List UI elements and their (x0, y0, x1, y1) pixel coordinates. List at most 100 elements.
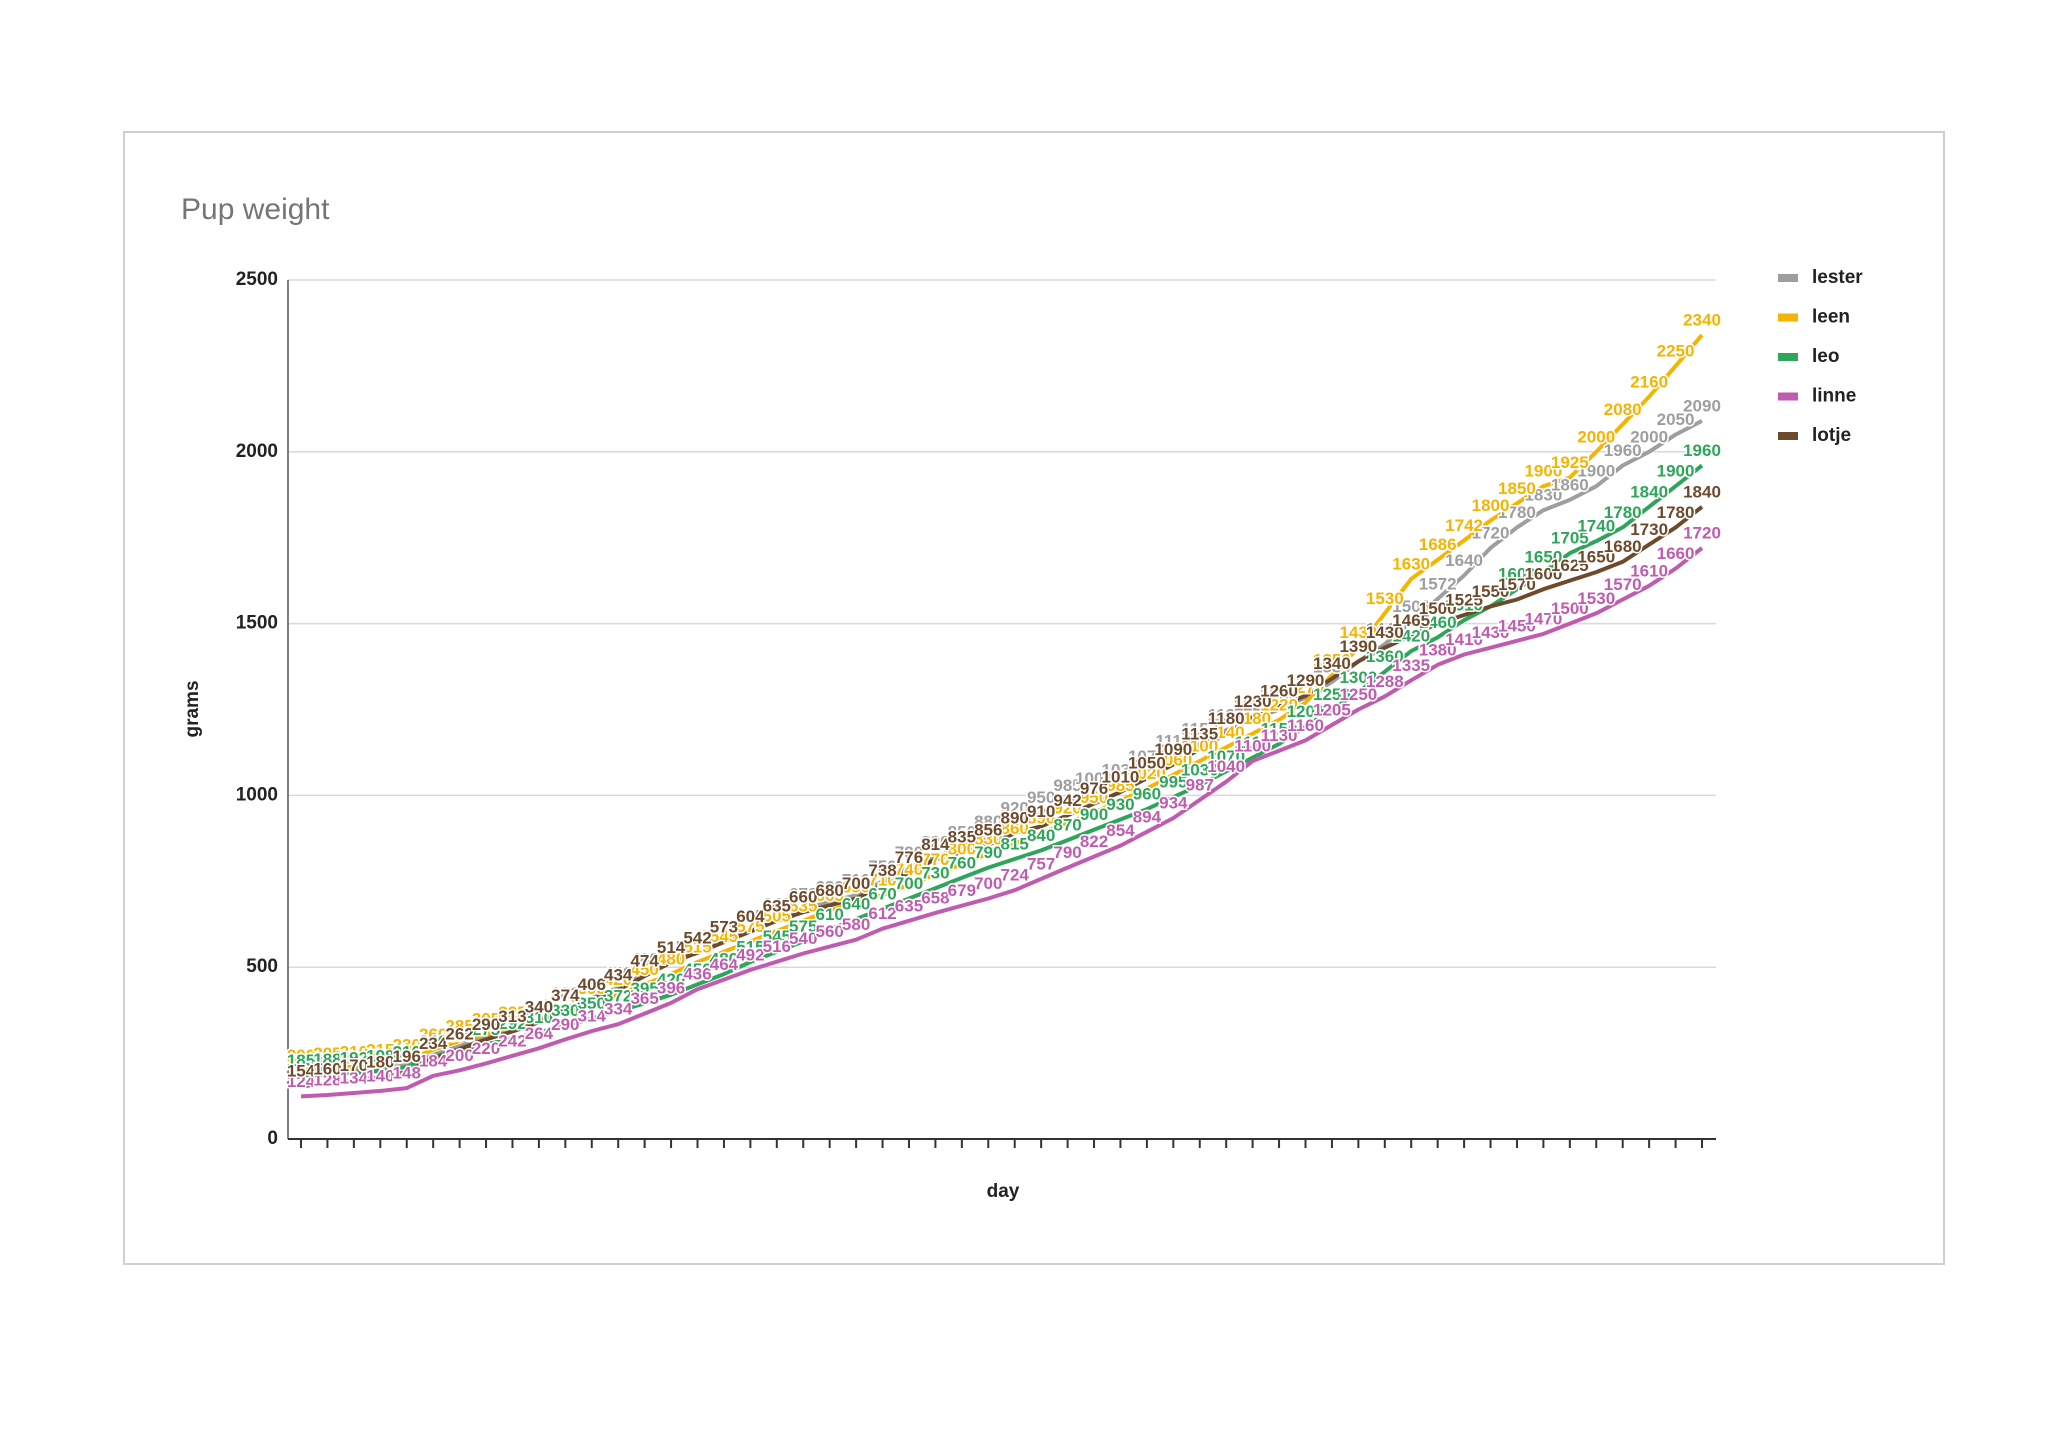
series-line (300, 505, 1704, 1089)
y-tick-label: 2000 (236, 441, 278, 462)
data-label: 450 (683, 960, 711, 979)
data-label: 700 (842, 874, 870, 893)
data-label: 856 (974, 820, 1002, 839)
data-label: 2250 (1657, 341, 1695, 360)
data-label: 1030 (1102, 761, 1140, 780)
legend-swatch (1778, 313, 1798, 322)
data-label: 345 (525, 996, 553, 1015)
data-label: 292 (498, 1014, 526, 1033)
legend-swatch (1778, 274, 1798, 282)
data-label: 1180 (1234, 709, 1271, 728)
data-label: 1200 (1287, 702, 1325, 721)
data-label: 1060 (1154, 750, 1192, 769)
data-label: 242 (498, 1031, 526, 1050)
data-label: 1925 (1551, 453, 1589, 472)
data-labels: 1901952002052152452703003203453804104404… (285, 309, 1722, 1092)
data-label: 1360 (1366, 647, 1404, 666)
data-label: 1350 (1313, 651, 1351, 670)
data-label: 1470 (1524, 609, 1562, 628)
data-label: 1390 (1339, 637, 1377, 656)
data-label: 334 (604, 1000, 633, 1019)
data-label: 575 (736, 917, 764, 936)
data-label: 1500 (1419, 599, 1457, 618)
legend-label: lester (1812, 267, 1863, 288)
data-label: 195 (313, 1047, 341, 1066)
data-label: 2080 (1604, 400, 1642, 419)
data-label: 1960 (1683, 441, 1721, 460)
data-label: 2000 (1577, 427, 1615, 446)
data-label: 1900 (1524, 462, 1562, 481)
data-label: 314 (578, 1007, 607, 1026)
data-label: 910 (1027, 802, 1055, 821)
data-label: 760 (948, 853, 976, 872)
data-label: 1530 (1577, 589, 1615, 608)
data-label: 1190 (1208, 706, 1245, 725)
data-label: 1090 (1154, 740, 1192, 759)
data-label: 1140 (1208, 723, 1245, 742)
data-label: 560 (815, 922, 843, 941)
data-label: 575 (710, 917, 738, 936)
data-label: 1250 (1313, 685, 1351, 704)
data-label: 1430 (1366, 623, 1404, 642)
data-label: 198 (366, 1046, 394, 1065)
data-label: 372 (604, 987, 632, 1006)
data-label: 1500 (1551, 599, 1589, 618)
data-label: 124 (287, 1072, 316, 1091)
data-label: 396 (657, 978, 685, 997)
data-label: 814 (921, 835, 950, 854)
data-label: 1830 (1524, 486, 1562, 505)
data-label: 985 (1106, 776, 1134, 795)
data-label: 2000 (1630, 427, 1668, 446)
data-label: 950 (1027, 788, 1055, 807)
data-label: 854 (1106, 821, 1135, 840)
data-label: 1860 (1551, 475, 1589, 494)
data-label: 245 (419, 1030, 447, 1049)
data-label: 1110 (1235, 733, 1271, 752)
data-label: 240 (419, 1032, 447, 1051)
data-label: 1600 (1524, 565, 1562, 584)
data-label: 128 (313, 1071, 341, 1090)
data-label: 1600 (1498, 565, 1536, 584)
data-label: 1840 (1630, 482, 1668, 501)
data-label: 960 (1133, 785, 1161, 804)
data-label: 170 (340, 1056, 368, 1075)
chart-title: Pup weight (181, 193, 330, 226)
data-label: 1205 (1313, 700, 1351, 719)
data-label: 480 (657, 950, 685, 969)
data-label: 1430 (1339, 623, 1377, 642)
data-label: 1740 (1577, 517, 1615, 536)
legend-swatch (1778, 392, 1798, 401)
data-label: 605 (763, 907, 791, 926)
data-label: 1100 (1234, 737, 1271, 756)
legend-swatch (1778, 432, 1798, 440)
data-label: 724 (1001, 866, 1030, 885)
data-label: 1550 (1472, 582, 1510, 601)
data-label: 320 (498, 1005, 526, 1024)
data-label: 262 (445, 1024, 473, 1043)
data-label: 934 (1159, 794, 1188, 813)
data-label: 205 (313, 1044, 341, 1063)
data-label: 140 (366, 1066, 394, 1085)
data-label: 890 (1027, 809, 1055, 828)
data-label: 545 (763, 927, 791, 946)
data-label: 757 (1027, 854, 1055, 873)
data-label: 790 (974, 843, 1002, 862)
data-label: 1510 (1445, 596, 1483, 615)
data-label: 516 (763, 937, 791, 956)
data-label: 230 (393, 1035, 421, 1054)
data-label: 2340 (1683, 310, 1721, 329)
data-label: 1030 (1181, 761, 1219, 780)
data-label: 395 (630, 979, 658, 998)
data-label: 200 (340, 1046, 368, 1065)
data-label: 196 (393, 1047, 421, 1066)
data-label: 215 (393, 1041, 421, 1060)
data-label: 1005 (1075, 769, 1113, 788)
data-label: 1780 (1498, 503, 1536, 522)
data-label: 340 (525, 998, 553, 1017)
data-label: 1570 (1604, 575, 1642, 594)
data-label: 1525 (1445, 590, 1483, 609)
data-label: 1250 (1339, 685, 1377, 704)
data-label: 635 (763, 896, 791, 915)
data-label: 1300 (1339, 668, 1377, 687)
legend: lester leen leo linne lotje (1778, 267, 1863, 446)
